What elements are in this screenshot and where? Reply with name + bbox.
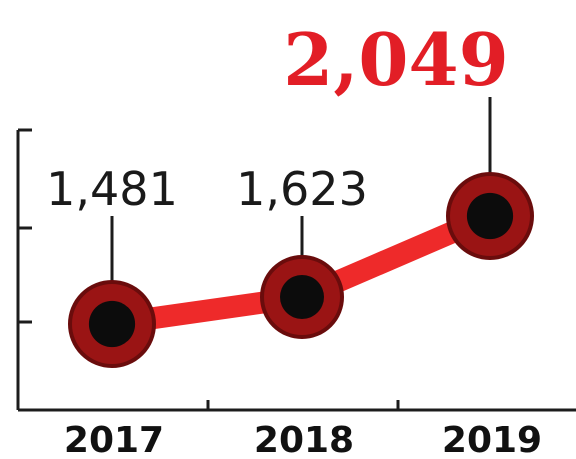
marker-center: [280, 275, 324, 319]
x-tick-label: 2018: [254, 420, 354, 459]
data-point-marker: [446, 172, 534, 260]
x-tick-label: 2019: [442, 420, 542, 459]
data-label: 1,481: [46, 162, 178, 216]
data-label-layer: 1,481 1,623 2,049: [46, 17, 509, 216]
data-point-marker: [68, 280, 156, 368]
data-label: 1,623: [236, 162, 368, 216]
marker-center: [466, 192, 514, 240]
data-point-marker: [260, 255, 344, 339]
marker-layer: [68, 172, 534, 368]
marker-center: [88, 300, 136, 348]
data-label-highlight: 2,049: [283, 17, 508, 102]
x-tick-label-layer: 2017 2018 2019: [64, 420, 542, 459]
chart-axes: [16, 128, 576, 412]
x-tick-label: 2017: [64, 420, 164, 459]
